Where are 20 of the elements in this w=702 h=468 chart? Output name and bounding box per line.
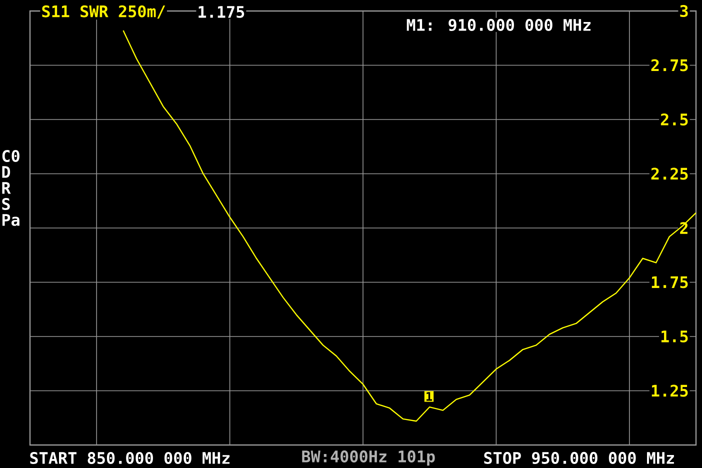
y-tick-label: 2.5 bbox=[660, 113, 688, 126]
annotation: M1: 910.000 000 MHz bbox=[406, 18, 591, 32]
chart-title: S11 SWR 250m/ bbox=[42, 5, 166, 19]
text: S bbox=[2, 198, 10, 210]
y-tick-label: 1.5 bbox=[661, 330, 688, 342]
text: R bbox=[2, 182, 11, 194]
y-tick-label: 2.25 bbox=[651, 168, 688, 180]
annotation: 1.175 bbox=[198, 6, 244, 18]
text: Pa bbox=[2, 214, 20, 226]
text: BW:4000Hz 101p bbox=[302, 450, 435, 466]
y-tick-label: 1.25 bbox=[652, 384, 688, 397]
y-tick-label: 2 bbox=[680, 222, 688, 234]
annotation: 1 bbox=[426, 392, 432, 401]
text: STOP 950.000 000 MHz bbox=[484, 452, 674, 464]
text: D bbox=[2, 166, 10, 178]
y-tick-label: 1.75 bbox=[652, 276, 688, 288]
y-tick-label: 3 bbox=[680, 4, 688, 18]
text: START 850.000 000 MHz bbox=[30, 452, 230, 464]
y-tick-label: 2.75 bbox=[651, 59, 688, 72]
text: C0 bbox=[2, 150, 20, 162]
